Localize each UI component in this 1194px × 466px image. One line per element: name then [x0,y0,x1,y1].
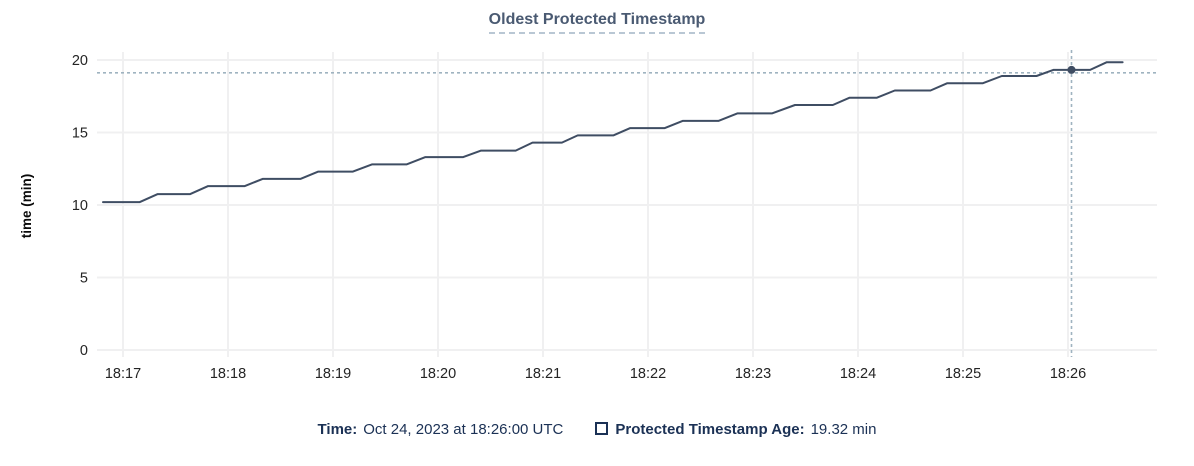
series-label: Protected Timestamp Age: [615,421,805,438]
y-tick-label: 5 [80,271,88,287]
x-tick-label: 18:21 [525,366,561,382]
y-axis-title: time (min) [19,174,34,239]
x-tick-label: 18:22 [630,366,666,382]
x-tick-label: 18:26 [1050,366,1086,382]
x-tick-label: 18:20 [420,366,456,382]
series-value: 19.32 min [810,421,877,438]
y-tick-label: 20 [72,53,88,69]
time-value: Oct 24, 2023 at 18:26:00 UTC [363,421,564,438]
chart-legend: Time: Oct 24, 2023 at 18:26:00 UTC Protect… [0,421,1194,438]
x-tick-label: 18:19 [315,366,351,382]
chart-title[interactable]: Oldest Protected Timestamp [488,11,706,34]
chart-title-row: Oldest Protected Timestamp [0,11,1194,34]
y-tick-label: 0 [80,343,88,359]
y-tick-label: 10 [72,198,88,214]
plot-area[interactable] [97,45,1157,357]
legend-item: Protected Timestamp Age: 19.32 min [595,421,876,438]
series-line [102,61,1124,204]
x-tick-label: 18:25 [945,366,981,382]
y-tick-label: 15 [72,126,88,142]
hover-point [1067,65,1076,74]
x-tick-label: 18:24 [840,366,876,382]
x-tick-label: 18:17 [105,366,141,382]
x-tick-label: 18:23 [735,366,771,382]
time-label: Time: [317,421,358,438]
series-toggle-checkbox[interactable] [595,422,609,435]
line-chart: 18:17 18:18 18:19 18:20 18:21 18:22 18:23 18:24… [19,45,1157,382]
x-tick-label: 18:18 [210,366,246,382]
